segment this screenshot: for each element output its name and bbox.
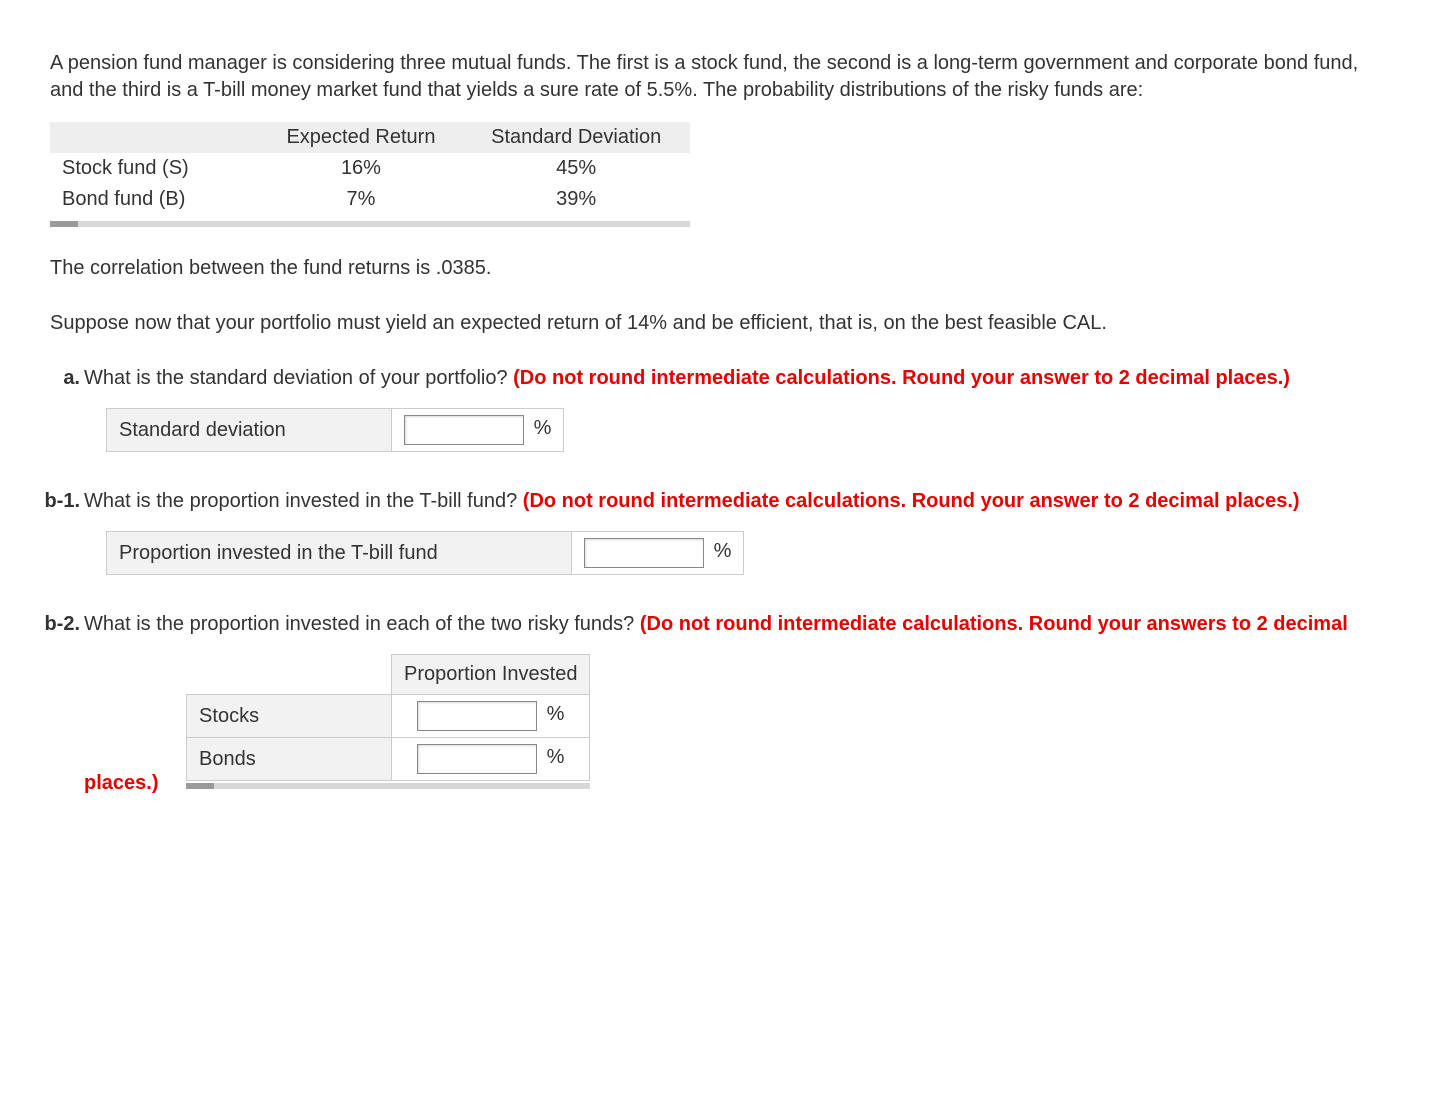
- row-label-bond: Bond fund (B): [50, 184, 260, 215]
- answer-table-b2: Proportion Invested Stocks % Bonds: [186, 654, 590, 781]
- label-std-dev: Standard deviation: [107, 409, 392, 452]
- q-b1-red: (Do not round intermediate calculations.…: [523, 490, 1300, 512]
- answer-table-a: Standard deviation %: [106, 408, 564, 452]
- marker-b1: b-1.: [36, 488, 80, 515]
- input-stocks-proportion[interactable]: [417, 701, 537, 731]
- correlation-paragraph: The correlation between the fund returns…: [50, 255, 1386, 282]
- fund-data-table-wrap: Expected Return Standard Deviation Stock…: [50, 122, 690, 227]
- label-stocks: Stocks: [187, 695, 392, 738]
- input-bonds-proportion[interactable]: [417, 744, 537, 774]
- table-row: Stock fund (S) 16% 45%: [50, 153, 690, 184]
- table-row: Bond fund (B) 7% 39%: [50, 184, 690, 215]
- table-scrollbar[interactable]: [186, 783, 590, 789]
- unit-percent: %: [547, 746, 565, 768]
- q-b2-text: What is the proportion invested in each …: [84, 613, 640, 635]
- input-std-dev[interactable]: [404, 415, 524, 445]
- q-b1-text: What is the proportion invested in the T…: [84, 490, 523, 512]
- col-std-dev: Standard Deviation: [462, 122, 690, 153]
- cell-bond-sd: 39%: [462, 184, 690, 215]
- col-expected-return: Expected Return: [260, 122, 463, 153]
- fund-data-table: Expected Return Standard Deviation Stock…: [50, 122, 690, 215]
- cell-bond-return: 7%: [260, 184, 463, 215]
- unit-percent: %: [534, 417, 552, 439]
- input-tbill-proportion[interactable]: [584, 538, 704, 568]
- table-scrollbar[interactable]: [50, 221, 690, 227]
- col-blank: [50, 122, 260, 153]
- unit-percent: %: [547, 703, 565, 725]
- question-a: a. What is the standard deviation of you…: [84, 365, 1386, 460]
- marker-a: a.: [36, 365, 80, 392]
- question-b1: b-1. What is the proportion invested in …: [84, 488, 1386, 583]
- question-b2: b-2. What is the proportion invested in …: [84, 611, 1386, 797]
- unit-percent: %: [714, 540, 732, 562]
- label-bonds: Bonds: [187, 738, 392, 781]
- cal-paragraph: Suppose now that your portfolio must yie…: [50, 310, 1386, 337]
- cell-stock-return: 16%: [260, 153, 463, 184]
- marker-b2: b-2.: [36, 611, 80, 638]
- cell-stock-sd: 45%: [462, 153, 690, 184]
- header-proportion-invested: Proportion Invested: [392, 655, 590, 695]
- label-tbill-proportion: Proportion invested in the T-bill fund: [107, 532, 572, 575]
- intro-paragraph: A pension fund manager is considering th…: [50, 50, 1386, 104]
- q-a-red: (Do not round intermediate calculations.…: [513, 367, 1290, 389]
- row-label-stock: Stock fund (S): [50, 153, 260, 184]
- answer-table-b1: Proportion invested in the T-bill fund %: [106, 531, 744, 575]
- q-a-text: What is the standard deviation of your p…: [84, 367, 513, 389]
